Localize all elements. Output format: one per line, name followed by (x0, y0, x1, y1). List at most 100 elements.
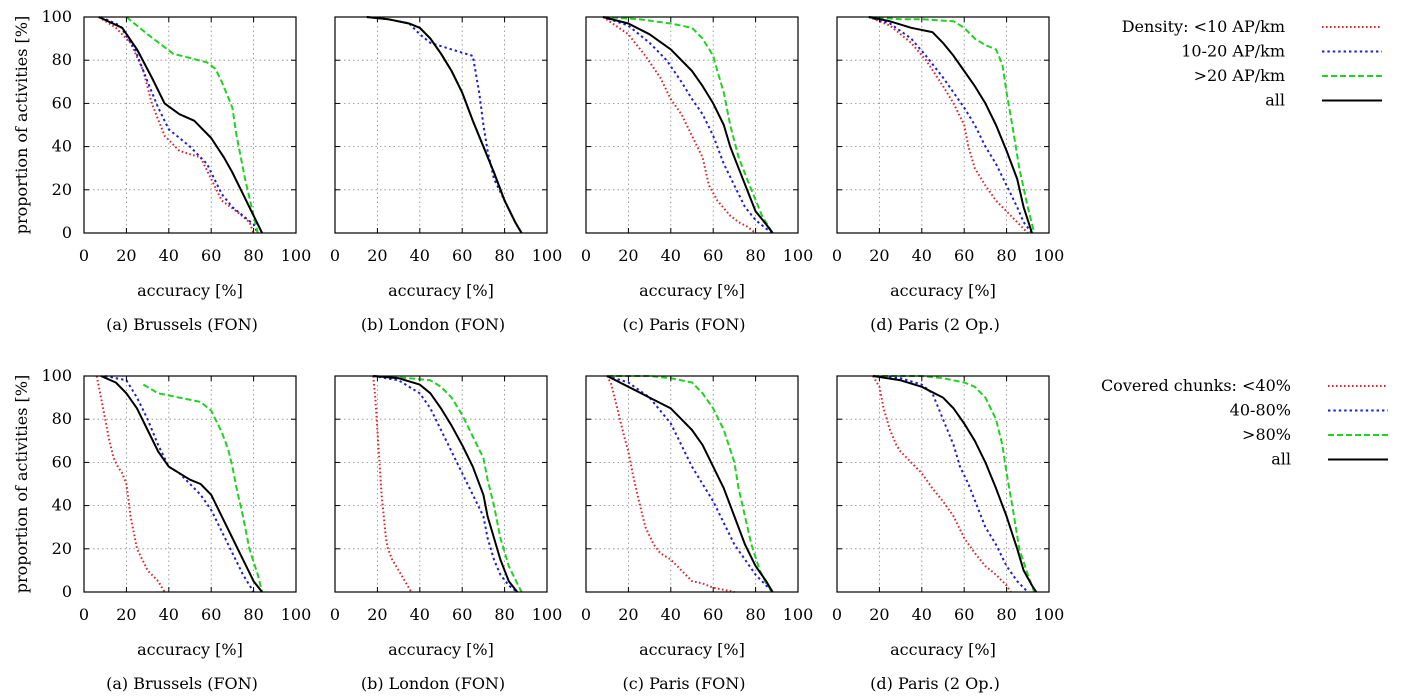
legend-label: all (1265, 91, 1285, 110)
plot-frame (83, 16, 297, 234)
series-line-dot-1 (602, 16, 757, 234)
x-tick-label: 100 (532, 605, 563, 624)
series-line-dash-dot-2 (373, 375, 518, 593)
series-line-dash-dot-2 (602, 16, 774, 234)
x-tick-label: 0 (581, 605, 591, 624)
grid (335, 376, 547, 592)
x-tick-label: 40 (410, 605, 430, 624)
x-tick-label: 60 (954, 605, 974, 624)
x-tick-label: 20 (116, 246, 136, 265)
chart-panel-1-3: 0 20 40 60 80 100 accuracy [%] (c) Paris (FON) (581, 16, 813, 334)
plot-frame (334, 16, 548, 234)
plot-frame (334, 375, 548, 593)
x-tick-label: 20 (618, 605, 638, 624)
series-line-dash-3 (125, 16, 259, 234)
grid (586, 17, 798, 233)
y-tick-label: 80 (52, 409, 72, 428)
panel-caption: (d) Paris (2 Op.) (870, 674, 1000, 693)
series-line-dash-dot-2 (606, 375, 774, 593)
y-tick-label: 40 (52, 137, 72, 156)
x-tick-label: 60 (201, 605, 221, 624)
series-line-dot-1 (366, 16, 523, 234)
series-line-solid-4 (872, 375, 1038, 593)
x-tick-label: 100 (281, 246, 312, 265)
series-line-solid-4 (100, 375, 263, 593)
x-axis-label: accuracy [%] (137, 640, 243, 659)
series-line-dot-1 (372, 375, 413, 593)
x-tick-label: 80 (996, 605, 1016, 624)
x-tick-label: 40 (159, 246, 179, 265)
grid (837, 17, 1049, 233)
legend-label: 40-80% (1230, 401, 1291, 420)
panel-caption: (c) Paris (FON) (623, 315, 746, 334)
x-tick-label: 80 (494, 605, 514, 624)
x-tick-label: 20 (869, 605, 889, 624)
x-tick-label: 100 (1034, 246, 1065, 265)
y-tick-label: 40 (52, 496, 72, 515)
legend-label: Covered chunks: <40% (1101, 376, 1291, 395)
legend-label: 10-20 AP/km (1181, 42, 1285, 61)
plot-frame (585, 375, 799, 593)
panel-caption: (b) London (FON) (361, 315, 505, 334)
series-line-dash-dot-2 (872, 375, 1029, 593)
x-tick-label: 100 (1034, 605, 1065, 624)
x-tick-label: 40 (912, 605, 932, 624)
x-tick-label: 0 (832, 246, 842, 265)
x-tick-label: 20 (116, 605, 136, 624)
y-tick-label: 60 (52, 93, 72, 112)
grid (335, 17, 547, 233)
x-tick-label: 100 (281, 605, 312, 624)
grid (84, 376, 296, 592)
x-tick-label: 60 (452, 246, 472, 265)
x-tick-label: 60 (201, 246, 221, 265)
x-tick-label: 40 (661, 605, 681, 624)
series-line-solid-4 (606, 375, 774, 593)
x-tick-label: 80 (243, 605, 263, 624)
grid (84, 17, 296, 233)
series-line-dash-3 (602, 16, 774, 234)
plot-frame (83, 375, 297, 593)
x-tick-label: 40 (661, 246, 681, 265)
panel-caption: (c) Paris (FON) (623, 674, 746, 693)
chart-panel-1-1: 0 20 40 60 80 100 0 20 40 60 80 100 accuracy [%] prop… (12, 7, 311, 334)
legend-label: >80% (1242, 425, 1291, 444)
x-tick-label: 20 (367, 246, 387, 265)
series-line-dash-dot-2 (100, 16, 259, 234)
y-tick-label: 100 (41, 7, 72, 26)
x-tick-label: 60 (954, 246, 974, 265)
x-tick-label: 0 (79, 246, 89, 265)
x-tick-label: 60 (452, 605, 472, 624)
y-axis-label: proportion of activities [%] (12, 16, 31, 234)
series-line-dot-1 (872, 375, 1012, 593)
x-tick-label: 0 (581, 246, 591, 265)
chart-panel-2-2: 0 20 40 60 80 100 accuracy [%] (b) London (FON) (330, 375, 563, 693)
y-tick-label: 20 (52, 180, 72, 199)
chart-panel-2-4: 0 20 40 60 80 100 accuracy [%] (d) Paris (2 Op.… (832, 375, 1065, 693)
series-line-dot-1 (98, 16, 255, 234)
y-tick-label: 60 (52, 452, 72, 471)
y-tick-label: 20 (52, 539, 72, 558)
panel-caption: (d) Paris (2 Op.) (870, 315, 1000, 334)
x-tick-label: 40 (159, 605, 179, 624)
series-line-solid-4 (602, 16, 774, 234)
y-tick-label: 80 (52, 50, 72, 69)
x-tick-label: 80 (745, 246, 765, 265)
legend-label: >20 AP/km (1194, 66, 1285, 85)
series-line-dash-3 (607, 375, 774, 593)
grid (837, 376, 1049, 592)
x-tick-label: 0 (330, 605, 340, 624)
plot-frame (585, 16, 799, 234)
x-tick-label: 20 (618, 246, 638, 265)
series-line-dash-dot-2 (366, 16, 523, 234)
x-tick-label: 60 (703, 605, 723, 624)
series-line-solid-4 (868, 16, 1033, 234)
series-line-dot-1 (868, 16, 1029, 234)
panel-caption: (a) Brussels (FON) (106, 315, 258, 334)
x-tick-label: 20 (869, 246, 889, 265)
series-line-solid-4 (98, 16, 263, 234)
series-line-dot-1 (606, 375, 735, 593)
series-line-dash-3 (366, 16, 523, 234)
series-line-dash-3 (868, 16, 1036, 234)
x-tick-label: 40 (912, 246, 932, 265)
